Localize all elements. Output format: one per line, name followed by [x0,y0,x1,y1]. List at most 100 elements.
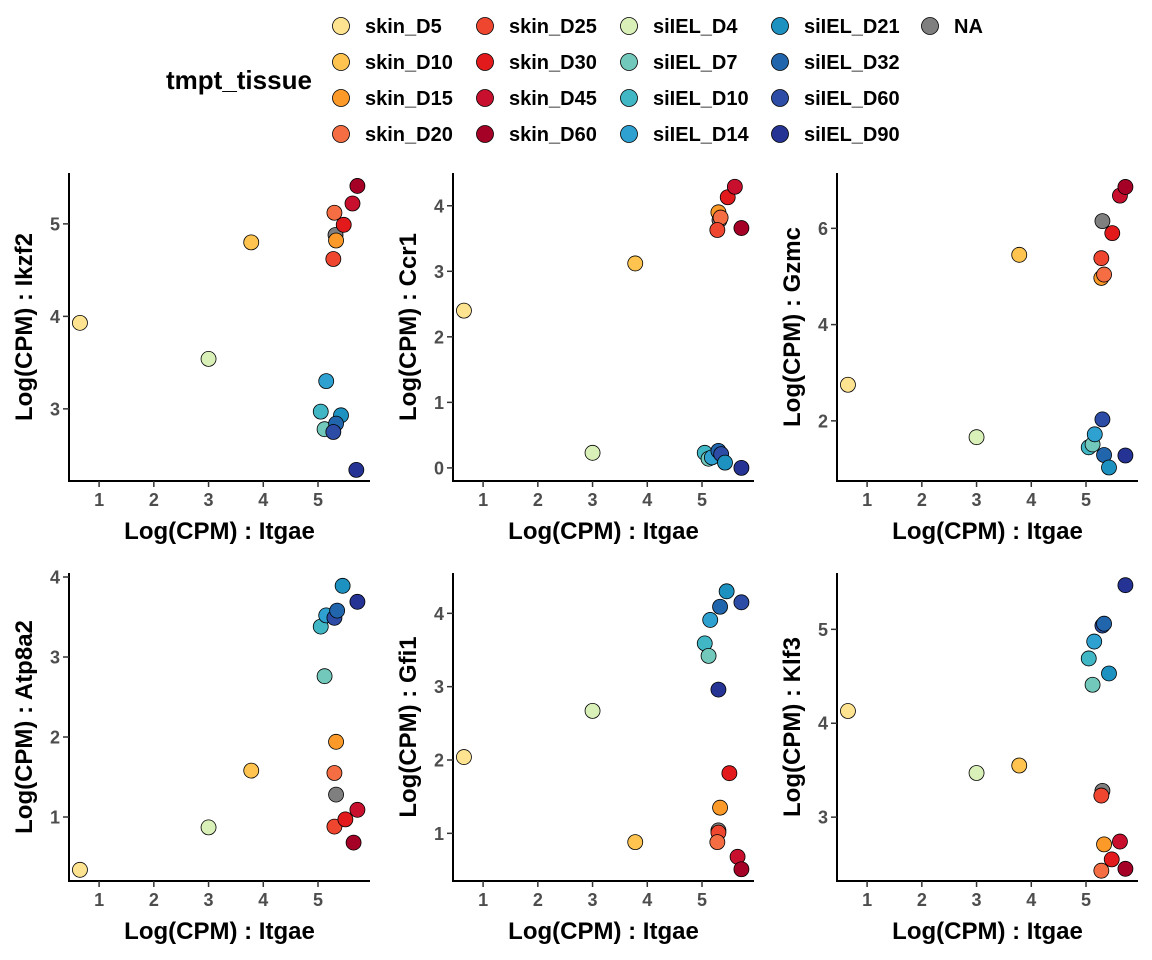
data-point [1086,426,1103,443]
legend-label: skin_D60 [509,124,597,146]
legend-key [771,125,789,143]
points [72,178,366,478]
legend-label: skin_D45 [509,88,597,110]
x-tick-label: 2 [533,490,543,510]
data-point [456,302,472,319]
data-point [710,681,727,698]
scatter-panel: 1 2 3 4 5 0 1 2 3 4 Log(CPM) : Itgae Log(CPM) : Ccr… [395,173,754,545]
x-tick-label: 1 [94,890,104,910]
legend-label: siIEL_D21 [804,16,900,38]
data-point [349,178,366,194]
data-point [349,593,366,610]
legend-label: skin_D5 [365,16,442,38]
legend-item: skin_D30 [476,52,597,74]
legend-key [620,125,638,143]
data-point [700,647,717,664]
legend-label: NA [954,16,983,38]
data-point [1084,676,1101,693]
data-point [329,602,346,619]
data-point [584,444,601,461]
data-point [721,765,738,782]
y-tick-label: 3 [434,677,444,697]
data-point [200,351,217,367]
x-tick-label: 5 [697,490,707,510]
legend-item: siIEL_D7 [620,52,737,74]
data-point [702,612,719,628]
legend-item: siIEL_D21 [771,16,900,38]
data-point [1112,833,1128,850]
data-point [733,594,750,611]
data-point [348,462,365,478]
legend-label: skin_D15 [365,88,453,110]
data-point [335,216,352,233]
data-point [584,702,601,719]
legend-item: siIEL_D90 [771,124,900,146]
x-tick-label: 4 [642,490,652,510]
x-tick-label: 3 [588,490,598,510]
x-axis-title: Log(CPM) : Itgae [508,518,699,545]
data-point [717,454,733,471]
data-point [840,376,856,393]
x-tick-label: 5 [313,490,323,510]
legend-label: siIEL_D32 [804,52,900,74]
x-tick-label: 2 [149,490,159,510]
legend-key [921,17,939,35]
data-point [627,255,644,272]
y-axis-title: Log(CPM) : Gzmc [779,227,806,427]
legend-key [620,53,638,71]
legend-label: skin_D10 [365,52,453,74]
data-point [328,733,344,750]
x-tick-label: 1 [478,890,488,910]
x-axis-title: Log(CPM) : Itgae [124,918,315,945]
scatter-panel: 1 2 3 4 5 2 4 6 Log(CPM) : Itgae Log(CPM) : Gzmc [779,173,1138,545]
legend-item: skin_D20 [332,124,453,146]
data-point [709,834,726,851]
y-tick-label: 4 [50,307,60,327]
data-point [1117,577,1134,594]
data-point [328,786,344,803]
legend-key [771,17,789,35]
y-tick-label: 2 [434,751,444,771]
x-axis-title: Log(CPM) : Itgae [124,518,315,545]
x-tick-label: 4 [258,490,268,510]
legend-key [476,17,494,35]
data-point [1117,447,1134,464]
y-tick-label: 1 [50,808,60,828]
x-tick-label: 4 [1026,890,1036,910]
data-point [1103,851,1120,868]
data-point [1011,757,1028,774]
scatter-panel: 1 2 3 4 5 3 4 5 Log(CPM) : Itgae Log(CPM) : Klf3 [779,573,1138,945]
legend-key [332,17,350,35]
x-tick-label: 5 [697,890,707,910]
points [840,577,1134,879]
data-point [1086,633,1103,650]
x-tick-label: 3 [588,890,598,910]
data-point [326,818,343,835]
data-point [200,819,217,836]
x-tick-label: 3 [972,890,982,910]
data-point [334,577,351,594]
data-point [1104,225,1121,242]
legend-title: tmpt_tissue [166,65,312,95]
x-tick-label: 5 [1081,890,1091,910]
data-point [1101,459,1117,476]
y-axis-title: Log(CPM) : Atp8a2 [11,620,38,834]
legend-item: skin_D45 [476,88,597,110]
data-point [733,220,750,236]
legend-item: siIEL_D10 [620,88,749,110]
data-point [72,861,88,878]
y-tick-label: 0 [434,458,444,478]
data-point [345,834,362,851]
data-point [328,232,344,249]
data-point [1011,246,1028,263]
legend-label: siIEL_D90 [804,124,900,146]
y-tick-label: 3 [818,808,828,828]
scatter-panel: 1 2 3 4 5 1 2 3 4 Log(CPM) : Itgae Log(CPM) : Gfi1 [395,573,754,945]
data-point [337,811,354,828]
legend-item: siIEL_D32 [771,52,900,74]
legend-item: skin_D60 [476,124,597,146]
data-point [72,314,88,331]
legend-item: skin_D15 [332,88,453,110]
legend-item: skin_D5 [332,16,442,38]
data-point [1094,411,1111,428]
